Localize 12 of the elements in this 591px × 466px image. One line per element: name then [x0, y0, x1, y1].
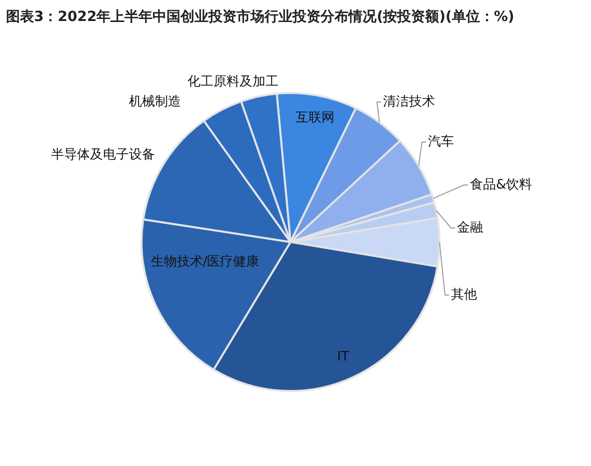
slice-label: 机械制造 — [129, 94, 181, 110]
slice-label: 汽车 — [428, 134, 454, 150]
chart-title: 图表3：2022年上半年中国创业投资市场行业投资分布情况(按投资额)(单位：%) — [6, 8, 516, 27]
slice-label: 其他 — [451, 287, 477, 302]
slice-label: 化工原料及加工 — [188, 74, 278, 90]
slice-label: 互联网 — [296, 110, 334, 126]
slice-label: IT — [337, 349, 349, 364]
slice-label: 清洁技术 — [383, 94, 435, 110]
slice-label: 食品&饮料 — [470, 177, 532, 192]
slice-label: 半导体及电子设备 — [51, 147, 155, 162]
slice-label: 生物技术/医疗健康 — [150, 254, 260, 270]
slice-label: 金融 — [457, 220, 483, 236]
